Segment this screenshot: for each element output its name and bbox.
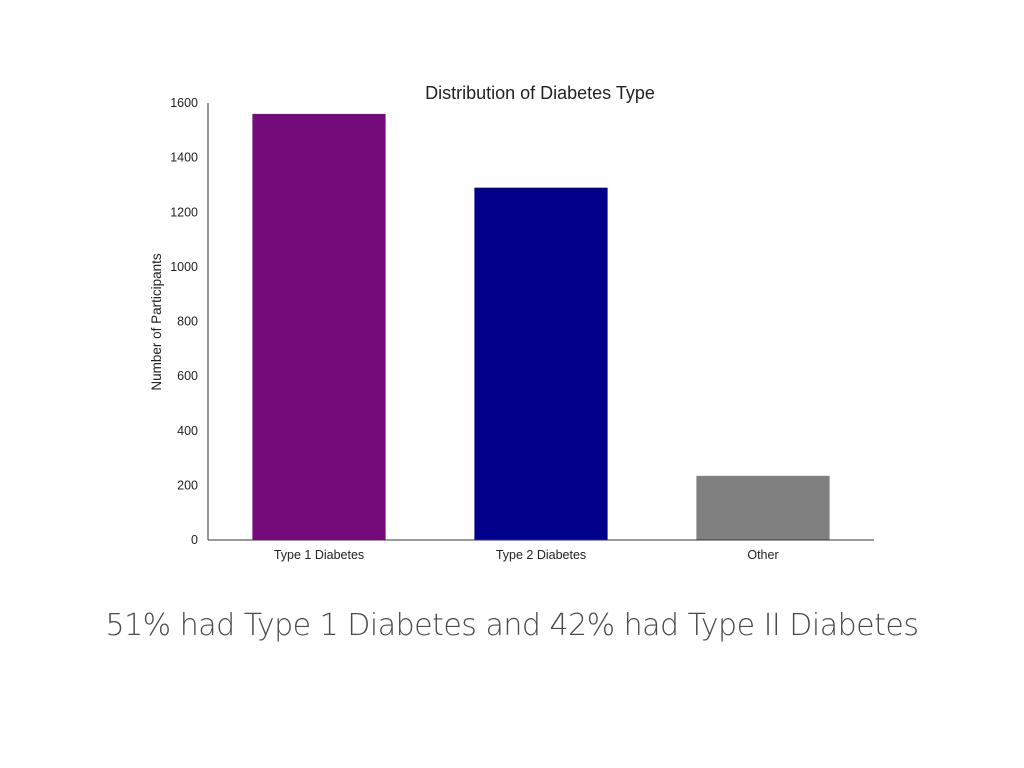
y-axis-label: Number of Participants: [149, 253, 164, 391]
slide-caption: 51% had Type 1 Diabetes and 42% had Type…: [105, 608, 919, 643]
plot-area: 0 200 400 600 800 1000 1200 1400 1600 Type 1 Diab…: [170, 96, 874, 562]
y-tick-label: 1400: [170, 151, 198, 165]
chart-title: Distribution of Diabetes Type: [425, 83, 655, 103]
bar: [252, 113, 386, 541]
y-tick-label: 800: [177, 315, 198, 329]
y-tick-label: 1600: [170, 96, 198, 110]
bar-chart: Distribution of Diabetes Type Number of …: [149, 83, 874, 562]
y-tick-label: 1000: [170, 260, 198, 274]
y-tick-label: 600: [177, 369, 198, 383]
y-tick-label: 1200: [170, 205, 198, 219]
x-tick-label: Other: [747, 548, 778, 562]
y-tick-label: 400: [177, 424, 198, 438]
y-tick-label: 0: [191, 533, 198, 547]
x-tick-label: Type 1 Diabetes: [274, 548, 364, 562]
y-tick-label: 200: [177, 478, 198, 492]
bar: [474, 187, 608, 540]
x-tick-label: Type 2 Diabetes: [496, 548, 586, 562]
bar: [696, 475, 830, 540]
